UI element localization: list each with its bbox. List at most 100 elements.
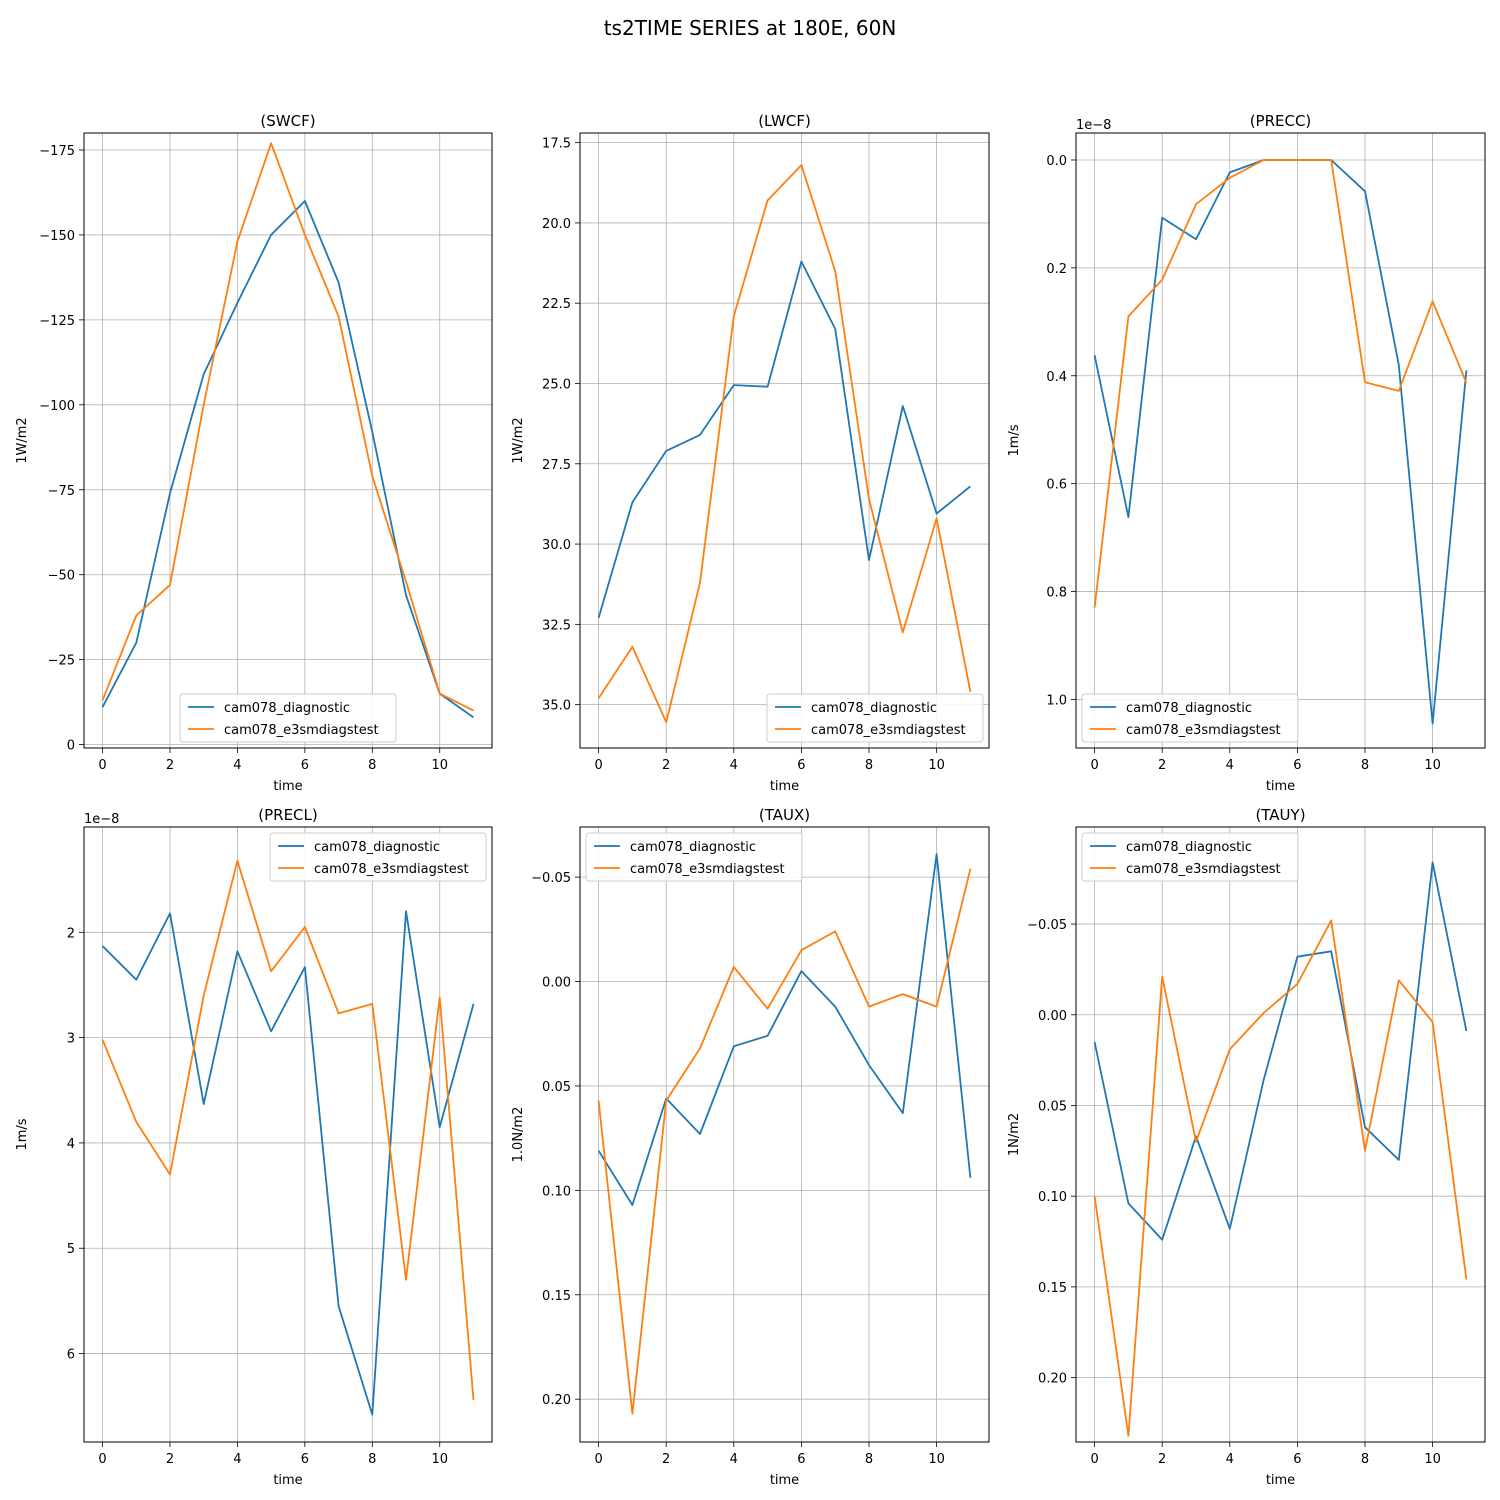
y-tick-label: 22.5 <box>542 297 571 312</box>
y-tick-label: −25 <box>48 654 75 669</box>
x-tick-label: 4 <box>1226 1452 1234 1467</box>
legend-box <box>585 832 803 882</box>
y-tick-label: 5 <box>67 1242 75 1257</box>
x-axis-label: time <box>1266 1473 1295 1488</box>
x-tick-label: 4 <box>233 758 241 773</box>
y-tick-label: 0.20 <box>1038 1372 1067 1387</box>
y-tick-label: 25.0 <box>542 377 571 392</box>
y-tick-label: 2 <box>67 926 75 941</box>
y-tick-label: −125 <box>39 314 75 329</box>
y-tick-label: 0.10 <box>542 1184 571 1199</box>
x-tick-label: 4 <box>730 1452 738 1467</box>
x-tick-label: 8 <box>368 1452 376 1467</box>
y-axis-label: 1N/m2 <box>1007 1113 1022 1156</box>
x-tick-label: 2 <box>166 758 174 773</box>
y-tick-label: −50 <box>48 569 75 584</box>
x-axis-label: time <box>273 1473 302 1488</box>
x-tick-label: 6 <box>301 1452 309 1467</box>
legend: cam078_diagnostic cam078_e3smdiagstest <box>1081 832 1299 882</box>
y-tick-label: 0 <box>67 739 75 754</box>
y-axis-label: 1.0N/m2 <box>511 1107 526 1163</box>
y-tick-label: −175 <box>39 144 75 159</box>
y-axis-label: 1m/s <box>15 1118 30 1150</box>
legend-label-2: cam078_e3smdiagstest <box>1126 862 1281 877</box>
legend-box <box>1081 693 1299 743</box>
x-tick-label: 8 <box>865 758 873 773</box>
y-tick-label: 6 <box>67 1348 75 1363</box>
series-line-1 <box>1093 861 1468 1241</box>
x-tick-label: 0 <box>594 758 602 773</box>
axes-frame <box>1075 826 1486 1443</box>
chart-panel-4: 0 2 4 6 8 10 2 3 4 5 6 (PRECL) time 1m/s 1e−8 cam078_di… <box>15 806 493 1488</box>
chart-title: (SWCF) <box>260 112 315 130</box>
x-tick-label: 6 <box>1293 1452 1301 1467</box>
x-axis-label: time <box>770 779 799 794</box>
legend: cam078_diagnostic cam078_e3smdiagstest <box>269 832 487 882</box>
y-tick-label: 0.15 <box>542 1289 571 1304</box>
legend-label-2: cam078_e3smdiagstest <box>630 862 785 877</box>
legend-label-2: cam078_e3smdiagstest <box>811 723 966 738</box>
chart-panel-1: 0 2 4 6 8 10 0 −25 −50 −75 −100 −125 −150 −175 (SWCF) t… <box>15 112 493 794</box>
y-tick-label: 17.5 <box>542 137 571 152</box>
x-tick-label: 6 <box>797 1452 805 1467</box>
y-axis-label: 1W/m2 <box>511 417 526 463</box>
x-tick-label: 8 <box>1361 758 1369 773</box>
x-tick-label: 2 <box>662 1452 670 1467</box>
axes-frame <box>1075 132 1486 749</box>
legend-label-1: cam078_diagnostic <box>811 701 937 716</box>
x-tick-label: 10 <box>431 758 448 773</box>
offset-text: 1e−8 <box>84 812 119 827</box>
y-tick-label: 0.4 <box>1046 370 1067 385</box>
axes-frame <box>579 132 990 749</box>
x-tick-label: 4 <box>1226 758 1234 773</box>
y-tick-label: −0.05 <box>531 871 571 886</box>
offset-text: 1e−8 <box>1076 118 1111 133</box>
chart-title: (TAUY) <box>1255 806 1305 824</box>
series-line-2 <box>597 164 972 724</box>
chart-panel-2: 0 2 4 6 8 10 17.5 20.0 22.5 25.0 27.5 30.0 32.5 35.0 (… <box>511 112 990 794</box>
y-tick-label: −75 <box>48 484 75 499</box>
series-line-1 <box>101 910 475 1416</box>
x-axis-label: time <box>770 1473 799 1488</box>
legend-label-1: cam078_diagnostic <box>314 840 440 855</box>
y-tick-label: −100 <box>39 399 75 414</box>
chart-panel-5: 0 2 4 6 8 10 −0.05 0.00 0.05 0.10 0.15 0.20 (TAUX) ti… <box>511 806 990 1488</box>
legend-label-1: cam078_diagnostic <box>224 701 350 716</box>
series-line-1 <box>597 260 971 619</box>
y-tick-label: 20.0 <box>542 217 571 232</box>
x-tick-label: 4 <box>730 758 738 773</box>
series-line-1 <box>1093 159 1468 725</box>
y-tick-label: 35.0 <box>542 699 571 714</box>
y-tick-label: 0.2 <box>1046 262 1067 277</box>
x-tick-label: 0 <box>98 1452 106 1467</box>
x-tick-label: 2 <box>662 758 670 773</box>
figure-suptitle: ts2TIME SERIES at 180E, 60N <box>603 16 897 40</box>
y-tick-label: 3 <box>67 1032 75 1047</box>
axes-frame <box>579 826 990 1443</box>
series-line-2 <box>101 859 475 1400</box>
y-tick-label: 0.00 <box>1038 1009 1067 1024</box>
y-tick-label: −150 <box>39 229 75 244</box>
x-tick-label: 10 <box>1424 1452 1441 1467</box>
y-tick-label: 0.10 <box>1038 1190 1067 1205</box>
chart-title: (LWCF) <box>758 112 811 130</box>
x-tick-label: 10 <box>431 1452 448 1467</box>
legend: cam078_diagnostic cam078_e3smdiagstest <box>585 832 803 882</box>
series-line-2 <box>101 142 474 712</box>
series-line-1 <box>597 853 972 1206</box>
x-tick-label: 2 <box>1158 758 1166 773</box>
y-tick-label: 0.20 <box>542 1393 571 1408</box>
x-tick-label: 6 <box>1293 758 1301 773</box>
legend-label-2: cam078_e3smdiagstest <box>1126 723 1281 738</box>
x-tick-label: 0 <box>1090 1452 1098 1467</box>
series-line-1 <box>101 200 475 719</box>
x-tick-label: 0 <box>594 1452 602 1467</box>
y-tick-label: 0.0 <box>1046 154 1067 169</box>
legend: cam078_diagnostic cam078_e3smdiagstest <box>179 693 397 743</box>
y-tick-label: 4 <box>67 1137 75 1152</box>
chart-title: (PRECL) <box>258 806 317 824</box>
x-tick-label: 10 <box>928 758 945 773</box>
axes-frame <box>83 132 493 749</box>
y-tick-label: 30.0 <box>542 538 571 553</box>
x-axis-label: time <box>273 779 302 794</box>
